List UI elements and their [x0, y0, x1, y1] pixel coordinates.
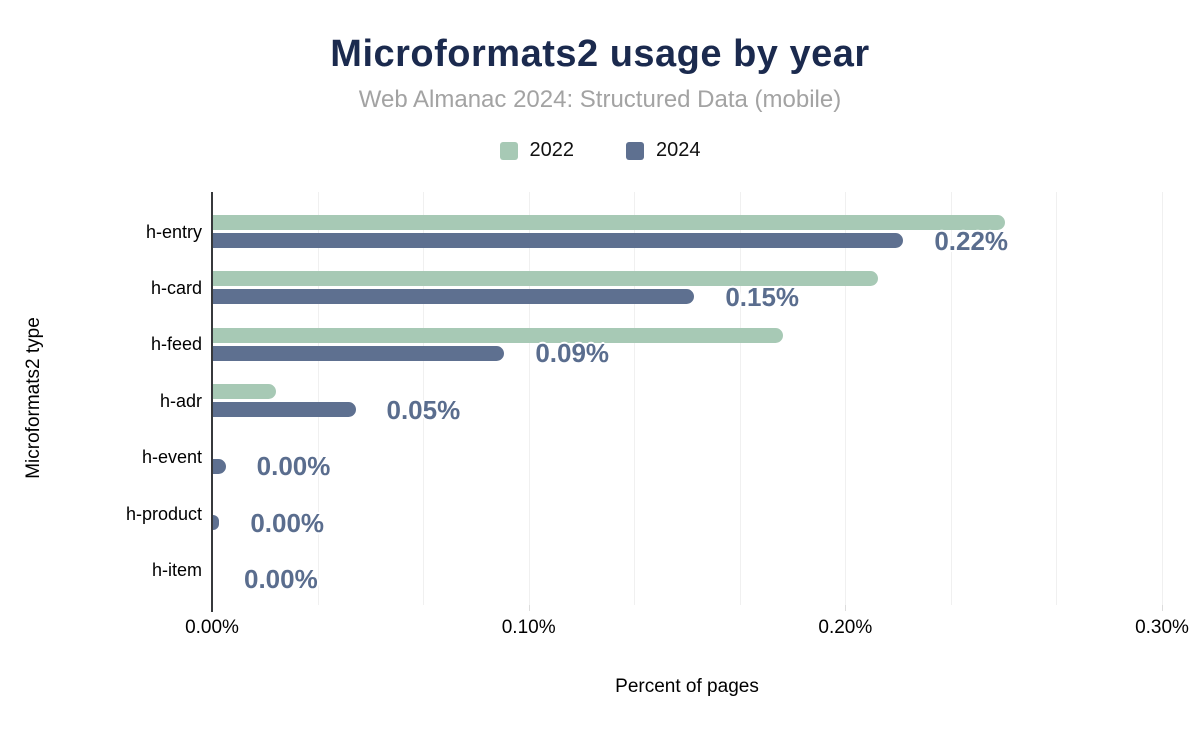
data-label-h-item: 0.00%	[244, 563, 318, 594]
bar-2024-h-entry	[213, 233, 904, 248]
data-label-h-adr: 0.05%	[386, 394, 461, 425]
gridline	[950, 192, 952, 605]
gridline	[845, 192, 847, 605]
category-label: h-entry	[145, 221, 202, 242]
legend-label: 2022	[529, 139, 575, 161]
x-axis-tick	[1162, 605, 1163, 611]
bar-2024-h-adr	[213, 402, 356, 418]
data-label-h-feed: 0.09%	[535, 338, 610, 369]
category-label: h-product	[125, 503, 202, 524]
gridline	[634, 192, 636, 605]
y-axis-title: Microformats2 type	[23, 317, 44, 479]
bar-2022-h-card	[213, 271, 878, 287]
x-tick-label: 0.00%	[185, 617, 239, 638]
x-tick-label: 0.10%	[501, 617, 556, 638]
legend-item-2024[interactable]: 2024	[626, 139, 701, 162]
data-label-h-card: 0.15%	[725, 281, 800, 312]
gridline	[739, 192, 741, 605]
data-label-h-event: 0.00%	[256, 451, 331, 482]
x-tick-label: 0.30%	[1135, 617, 1189, 638]
bar-2022-h-entry	[213, 215, 1005, 230]
category-label: h-event	[141, 447, 202, 468]
legend-swatch-2024	[626, 141, 644, 160]
chart-title: Microformats2 usage by year	[330, 33, 870, 75]
bar-2024-h-card	[213, 289, 695, 305]
x-axis-title: Percent of pages	[615, 676, 759, 697]
bar-2024-h-event	[213, 458, 226, 474]
gridline	[1162, 192, 1163, 605]
gridline	[528, 192, 530, 605]
legend-label: 2024	[656, 139, 701, 161]
bar-2022-h-feed	[213, 327, 783, 343]
y-axis-line	[211, 192, 213, 612]
category-label: h-adr	[159, 390, 202, 411]
bar-2024-h-product	[213, 515, 220, 530]
data-label-h-product: 0.00%	[250, 507, 325, 538]
gridline	[1056, 192, 1058, 605]
legend: 2022 2024	[0, 139, 1200, 162]
chart-subtitle: Web Almanac 2024: Structured Data (mobil…	[358, 86, 842, 113]
x-tick-label: 0.20%	[818, 617, 873, 638]
category-label: h-card	[150, 277, 202, 298]
data-label-h-entry: 0.22%	[934, 225, 1009, 256]
legend-item-2022[interactable]: 2022	[499, 139, 575, 162]
category-label: h-item	[151, 559, 202, 580]
legend-swatch-2022	[499, 141, 518, 160]
category-label: h-feed	[150, 334, 202, 355]
gridline	[423, 192, 425, 605]
x-axis-tick	[528, 605, 530, 611]
gridline	[317, 192, 319, 605]
x-axis-tick	[845, 605, 847, 611]
bar-2024-h-feed	[213, 345, 505, 361]
bar-2022-h-adr	[213, 384, 277, 400]
